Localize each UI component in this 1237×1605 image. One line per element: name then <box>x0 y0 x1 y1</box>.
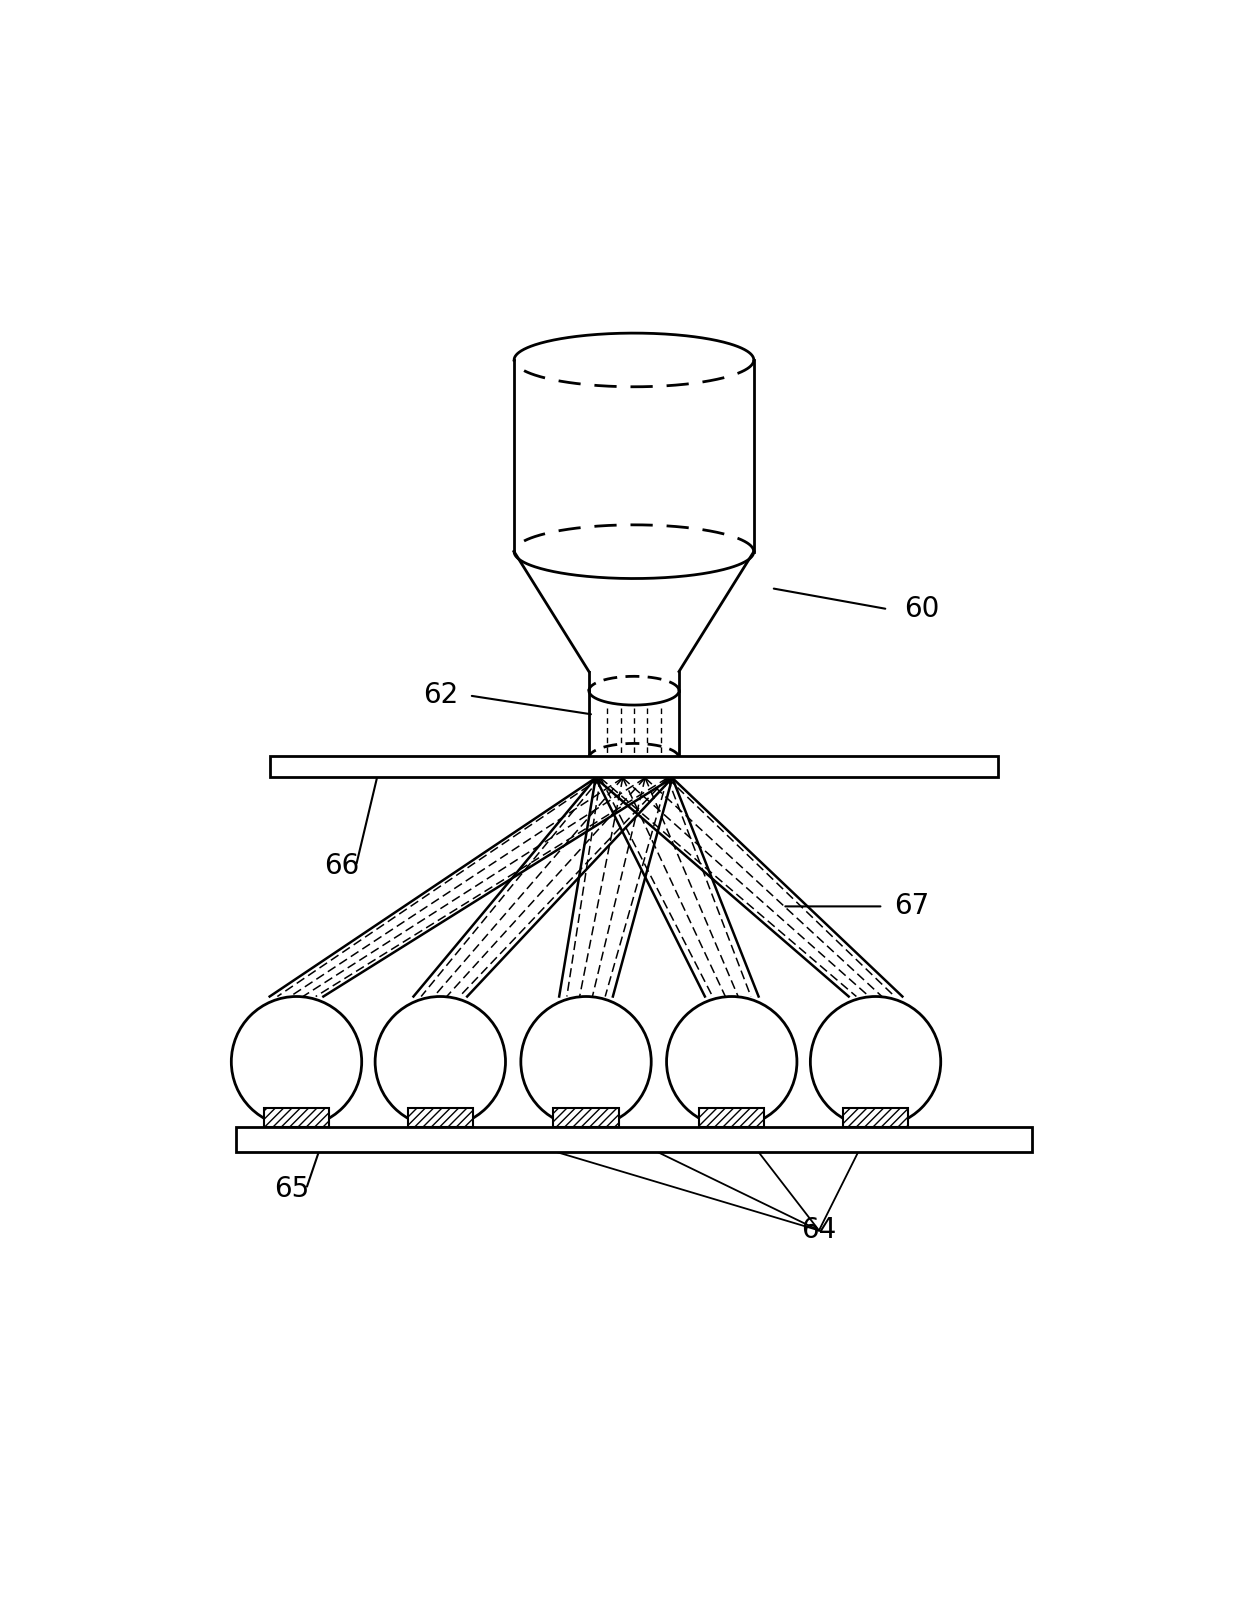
Bar <box>270 756 998 777</box>
Text: 60: 60 <box>904 595 939 623</box>
Bar <box>842 1107 908 1127</box>
Text: 63: 63 <box>280 1051 313 1077</box>
Text: 62: 62 <box>423 682 458 709</box>
Bar <box>553 1107 618 1127</box>
Text: 65: 65 <box>275 1175 309 1204</box>
Bar <box>236 1127 1032 1152</box>
Bar <box>699 1107 764 1127</box>
Text: 64: 64 <box>802 1217 836 1244</box>
Ellipse shape <box>667 997 797 1127</box>
Text: 63: 63 <box>569 1051 602 1077</box>
Ellipse shape <box>521 997 651 1127</box>
Text: 63: 63 <box>858 1051 892 1077</box>
Text: 66: 66 <box>324 852 359 880</box>
Ellipse shape <box>375 997 506 1127</box>
Text: 63: 63 <box>715 1051 748 1077</box>
Bar <box>408 1107 473 1127</box>
Ellipse shape <box>231 997 361 1127</box>
Ellipse shape <box>810 997 940 1127</box>
Bar <box>263 1107 329 1127</box>
Text: 63: 63 <box>423 1051 456 1077</box>
Text: 67: 67 <box>894 892 929 920</box>
